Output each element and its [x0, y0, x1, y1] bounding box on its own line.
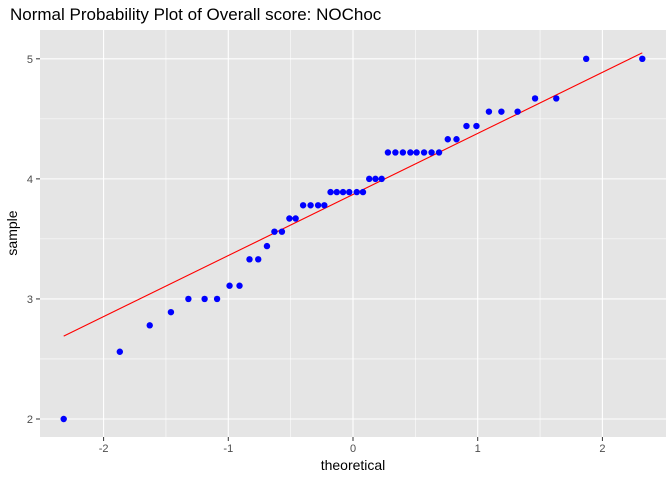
- data-point: [246, 256, 253, 263]
- x-tick-label: -2: [99, 443, 109, 455]
- data-point: [582, 55, 590, 63]
- data-point: [553, 95, 560, 102]
- y-tick-label: 5: [27, 54, 33, 66]
- data-point: [485, 108, 493, 115]
- data-point: [346, 188, 353, 196]
- data-point: [392, 149, 399, 156]
- data-point: [255, 256, 262, 263]
- data-point: [531, 95, 539, 102]
- data-point: [463, 122, 470, 130]
- data-point: [413, 149, 420, 156]
- x-tick-label: 2: [599, 443, 605, 455]
- data-point: [639, 55, 646, 63]
- data-point: [420, 149, 428, 156]
- data-point: [435, 149, 443, 156]
- y-tick-label: 3: [27, 294, 33, 306]
- x-axis-title: theoretical: [321, 457, 386, 473]
- chart-title: Normal Probability Plot of Overall score…: [10, 5, 382, 24]
- data-point: [366, 175, 373, 183]
- y-axis-title: sample: [4, 210, 20, 255]
- data-point: [60, 415, 67, 423]
- data-point: [372, 175, 379, 183]
- data-point: [407, 149, 414, 156]
- data-point: [444, 136, 451, 143]
- data-point: [299, 202, 307, 209]
- data-point: [339, 188, 347, 196]
- data-point: [278, 228, 286, 235]
- data-point: [201, 295, 208, 303]
- data-point: [292, 215, 299, 222]
- x-tick-label: 1: [475, 443, 481, 455]
- data-point: [384, 149, 392, 156]
- data-point: [271, 228, 278, 235]
- data-point: [321, 202, 328, 209]
- points-layer: [60, 55, 646, 423]
- data-point: [116, 348, 124, 355]
- data-point: [167, 308, 175, 316]
- data-point: [359, 188, 367, 196]
- data-point: [353, 188, 360, 196]
- y-tick-label: 2: [27, 414, 33, 426]
- data-point: [185, 295, 192, 303]
- data-point: [378, 175, 385, 183]
- data-point: [213, 295, 221, 303]
- data-point: [263, 242, 271, 250]
- data-point: [399, 149, 407, 156]
- data-point: [327, 188, 334, 196]
- y-axis-ticks: 2 3 4 5: [27, 54, 40, 426]
- data-point: [226, 282, 233, 289]
- reference-line: [63, 52, 643, 337]
- data-point: [314, 202, 322, 209]
- x-tick-label: -1: [223, 443, 233, 455]
- data-point: [333, 188, 340, 196]
- data-point: [498, 108, 505, 115]
- data-point: [428, 149, 435, 156]
- data-point: [146, 322, 153, 329]
- data-point: [307, 202, 314, 209]
- y-tick-label: 4: [27, 174, 33, 186]
- reference-line-layer: [63, 52, 643, 337]
- x-axis-ticks: -2 -1 0 1 2: [99, 437, 605, 455]
- data-point: [453, 136, 460, 143]
- x-tick-label: 0: [350, 443, 356, 455]
- data-point: [236, 282, 243, 289]
- data-point: [473, 122, 480, 130]
- data-point: [286, 215, 293, 222]
- data-point: [514, 108, 521, 115]
- major-gridlines: [40, 30, 666, 437]
